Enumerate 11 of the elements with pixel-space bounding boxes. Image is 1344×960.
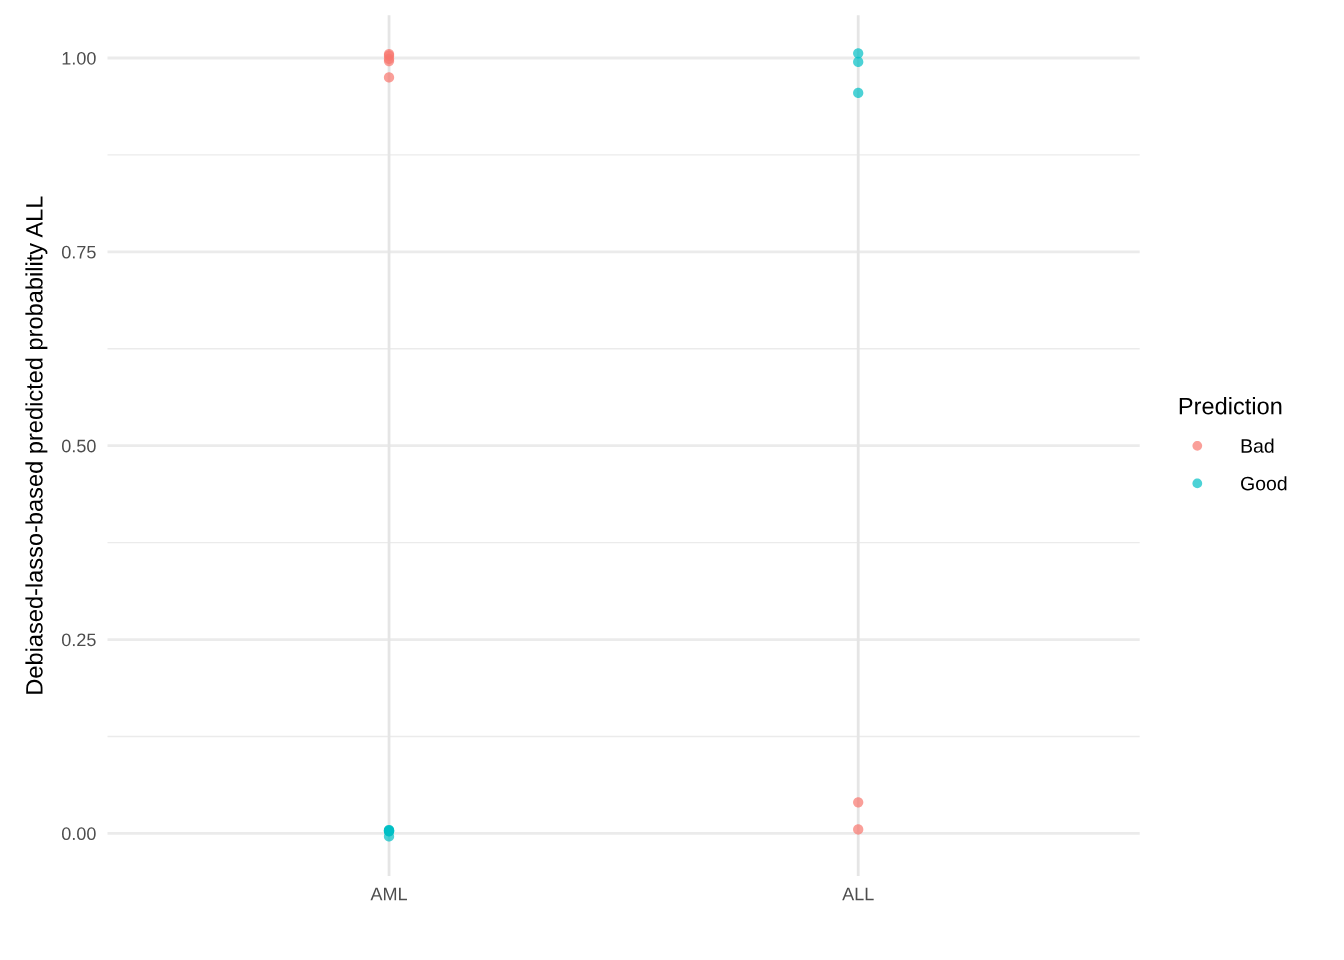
y-tick-label: 0.75 bbox=[61, 245, 96, 259]
y-axis-title: Debiased-lasso-based predicted probability ALL bbox=[25, 196, 48, 694]
y-tick-label: 0.00 bbox=[61, 827, 96, 841]
y-tick-label: 0.25 bbox=[61, 633, 96, 647]
y-tick-label: 0.50 bbox=[61, 439, 96, 453]
legend-label: Good bbox=[1241, 476, 1287, 491]
legend-title: Prediction bbox=[1179, 397, 1282, 415]
x-tick-label: ALL bbox=[842, 887, 874, 901]
y-tick-label: 1.00 bbox=[62, 51, 96, 65]
legend-label: Bad bbox=[1241, 438, 1274, 453]
x-tick-label: AML bbox=[370, 887, 407, 901]
